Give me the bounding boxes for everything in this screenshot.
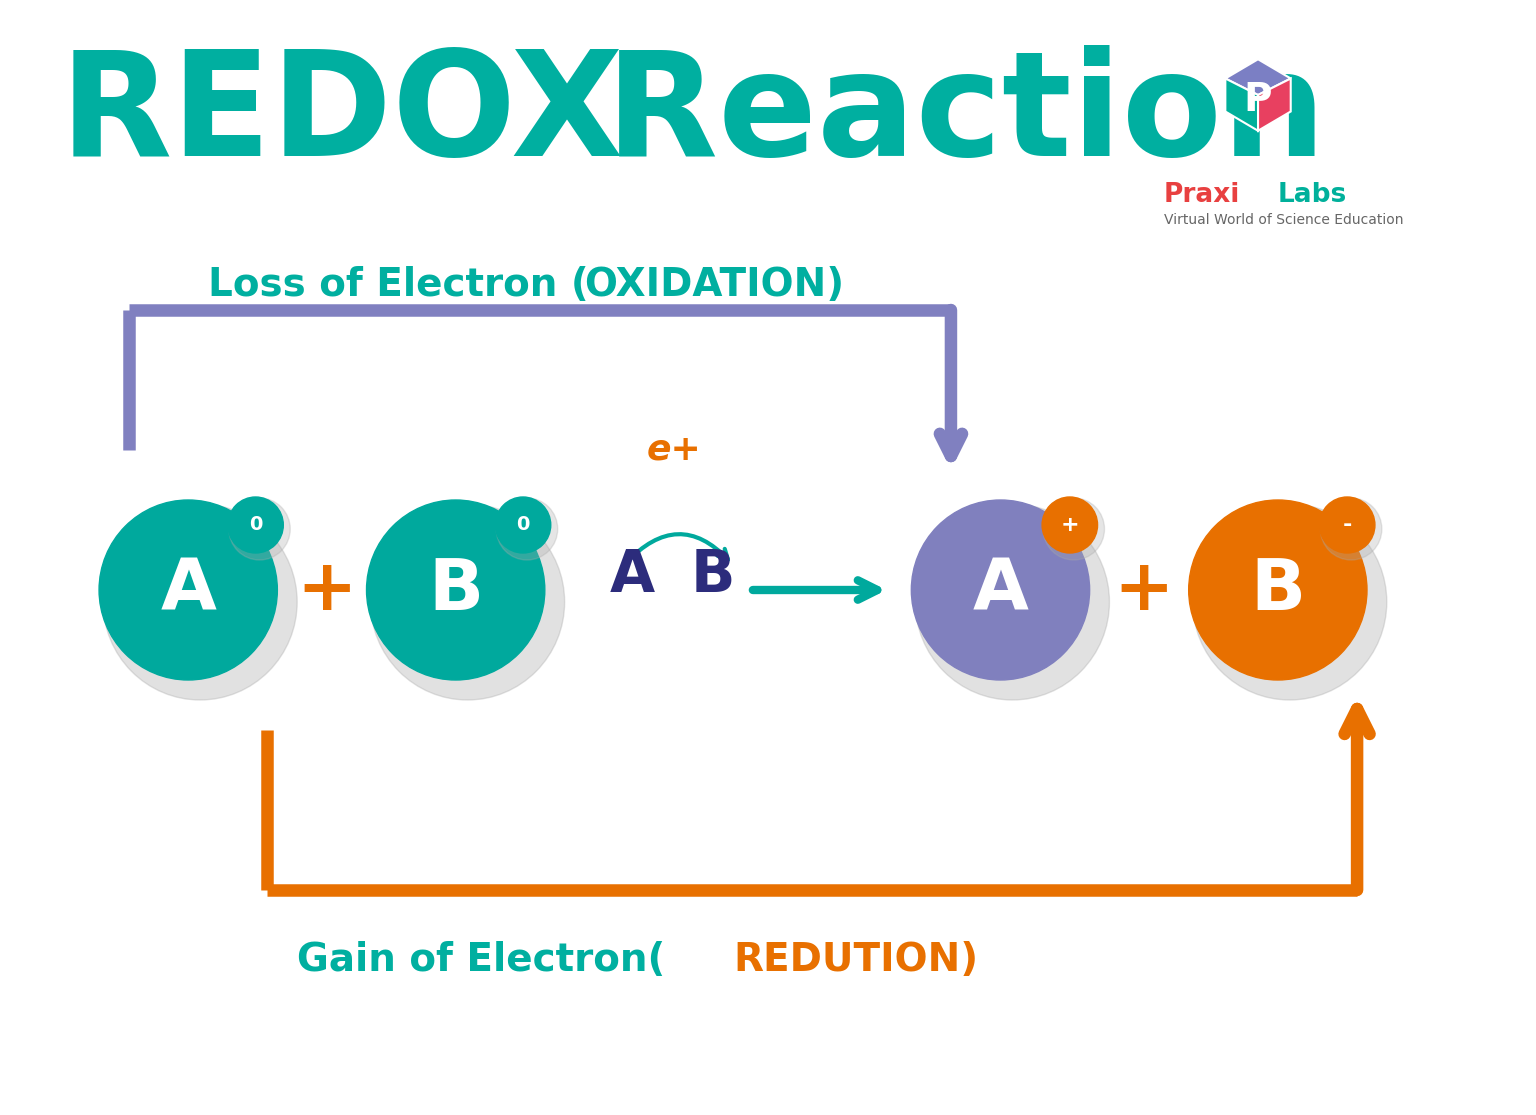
Text: P: P	[1244, 81, 1272, 119]
Text: Reaction: Reaction	[554, 45, 1326, 185]
Circle shape	[370, 504, 565, 700]
Text: REDUTION): REDUTION)	[733, 941, 978, 979]
Circle shape	[1043, 498, 1104, 560]
Circle shape	[1319, 497, 1375, 553]
Circle shape	[1321, 498, 1382, 560]
Circle shape	[915, 504, 1109, 700]
Text: +: +	[1114, 555, 1175, 624]
Circle shape	[1041, 497, 1098, 553]
Text: A: A	[160, 555, 217, 624]
Text: Loss of Electron (: Loss of Electron (	[207, 266, 588, 304]
Circle shape	[1189, 500, 1367, 680]
Text: A: A	[610, 546, 654, 603]
Text: Labs: Labs	[1278, 182, 1347, 209]
Text: OXIDATION): OXIDATION)	[584, 266, 845, 304]
Circle shape	[227, 497, 283, 553]
Text: e+: e+	[647, 433, 700, 467]
Circle shape	[103, 504, 296, 700]
Circle shape	[495, 497, 551, 553]
Text: Praxi: Praxi	[1164, 182, 1240, 209]
Circle shape	[1192, 504, 1387, 700]
Text: B: B	[429, 555, 484, 624]
Circle shape	[367, 500, 545, 680]
Text: B: B	[1250, 555, 1306, 624]
Text: 0: 0	[516, 515, 530, 534]
Text: Gain of Electron(: Gain of Electron(	[296, 941, 665, 979]
Circle shape	[98, 500, 278, 680]
Text: -: -	[1342, 515, 1352, 535]
Text: +: +	[296, 555, 358, 624]
Text: A: A	[972, 555, 1029, 624]
Circle shape	[229, 498, 290, 560]
Text: +: +	[1060, 515, 1080, 535]
Text: Virtual World of Science Education: Virtual World of Science Education	[1164, 213, 1404, 227]
Polygon shape	[1226, 59, 1290, 95]
Polygon shape	[1226, 78, 1258, 130]
Circle shape	[496, 498, 558, 560]
Text: REDOX: REDOX	[60, 45, 624, 185]
Text: 0: 0	[249, 515, 263, 534]
Text: B: B	[691, 546, 736, 603]
Circle shape	[911, 500, 1089, 680]
Polygon shape	[1258, 78, 1290, 130]
